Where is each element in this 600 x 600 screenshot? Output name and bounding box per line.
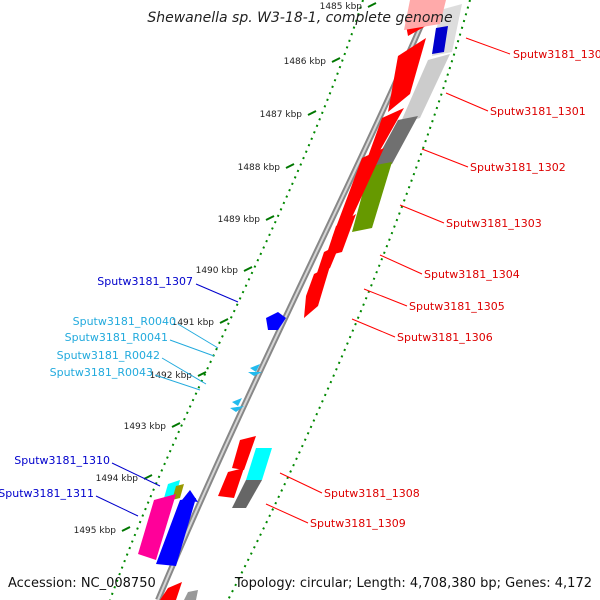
kbp-label: 1489 kbp (218, 215, 261, 225)
topology-label: Topology: circular; Length: 4,708,380 bp… (234, 576, 592, 591)
kbp-tick (307, 110, 317, 116)
right-gene-label[interactable]: Sputw3181_1302 (470, 161, 566, 174)
kbp-scale: 1485 kbp 1486 kbp 1487 kbp 1488 kbp 1489 kbp… (74, 2, 377, 536)
left-label-leader (154, 374, 201, 391)
gene-1305-arrow[interactable] (316, 244, 340, 276)
right-label-leader (279, 472, 323, 494)
left-gene-label[interactable]: Sputw3181_R0040 (73, 315, 176, 328)
left-label-leader (177, 323, 219, 349)
kbp-tick (367, 2, 377, 8)
rna-r0043[interactable] (230, 406, 244, 412)
left-label-leader (95, 495, 139, 517)
gene-bottom-red[interactable] (160, 582, 182, 600)
kbp-label: 1492 kbp (150, 371, 193, 381)
kbp-tick (121, 526, 131, 532)
left-gene-label[interactable]: Sputw3181_R0043 (50, 366, 153, 379)
right-label-leader (445, 92, 489, 112)
rna-r0042[interactable] (232, 398, 242, 406)
right-gene-label[interactable]: Sputw3181_1305 (409, 300, 505, 313)
kbp-tick (197, 371, 207, 377)
gene-1306-arrow[interactable] (304, 266, 330, 318)
kbp-label: 1485 kbp (320, 2, 363, 12)
kbp-label: 1494 kbp (96, 474, 139, 484)
kbp-label: 1495 kbp (74, 526, 117, 536)
accession-label: Accession: NC_008750 (8, 576, 156, 591)
gene-1309-gray[interactable] (232, 480, 262, 508)
right-label-leader (421, 148, 469, 168)
gene-bottom-gray[interactable] (184, 590, 198, 600)
kbp-tick (331, 57, 341, 63)
right-label-leader (399, 204, 445, 224)
left-label-leader (169, 339, 215, 357)
left-gene-label[interactable]: Sputw3181_1307 (97, 275, 193, 288)
gene-block-1302[interactable] (372, 116, 418, 168)
kbp-label: 1491 kbp (172, 318, 215, 328)
map-title: Shewanella sp. W3-18-1, complete genome (147, 10, 452, 26)
kbp-tick (219, 318, 229, 324)
kbp-label: 1486 kbp (284, 57, 327, 67)
left-gene-labels: Sputw3181_1307 Sputw3181_R0040 Sputw3181_R… (0, 275, 239, 517)
gene-1304-arrow[interactable] (326, 214, 356, 256)
right-gene-labels: Sputw3181_1300 Sputw3181_1301 Sputw3181_13… (265, 37, 600, 530)
rna-r0041[interactable] (248, 372, 262, 376)
gene-1303-arrow[interactable] (332, 148, 384, 238)
left-gene-label[interactable]: Sputw3181_R0041 (65, 331, 168, 344)
rna-r0040[interactable] (250, 364, 260, 372)
kbp-label: 1487 kbp (260, 110, 303, 120)
kbp-tick (143, 474, 153, 480)
kbp-tick (265, 215, 275, 221)
right-gene-label[interactable]: Sputw3181_1309 (310, 517, 406, 530)
kbp-tick (243, 266, 253, 272)
gene-block-1301[interactable] (400, 54, 450, 124)
right-scale-track (227, 0, 471, 600)
right-gene-label[interactable]: Sputw3181_1301 (490, 105, 586, 118)
gene-1302-arrow[interactable] (366, 108, 404, 162)
left-scale-track (109, 0, 364, 600)
left-gene-label[interactable]: Sputw3181_1310 (14, 454, 110, 467)
kbp-label: 1490 kbp (196, 266, 239, 276)
kbp-tick (171, 422, 181, 428)
right-label-leader (379, 254, 423, 275)
gene-1308-cyan[interactable] (246, 448, 272, 480)
gene-1300-pink[interactable] (404, 0, 446, 30)
gene-1311-blue[interactable] (156, 498, 196, 566)
gene-1308-red[interactable] (232, 436, 256, 470)
gene-1309-red[interactable] (218, 468, 244, 498)
left-label-leader (195, 283, 239, 303)
kbp-label: 1488 kbp (238, 163, 281, 173)
gene-1311-blue-tip[interactable] (182, 490, 198, 502)
gene-1311-magenta[interactable] (138, 494, 176, 560)
gene-block-1303[interactable] (352, 162, 392, 232)
gene-1301-arrow[interactable] (388, 38, 426, 112)
left-gene-label[interactable]: Sputw3181_1311 (0, 487, 94, 500)
kbp-label: 1493 kbp (124, 422, 167, 432)
left-label-leader (161, 357, 207, 385)
right-gene-label[interactable]: Sputw3181_1306 (397, 331, 493, 344)
right-label-leader (465, 37, 511, 55)
left-label-leader (111, 462, 161, 487)
right-gene-label[interactable]: Sputw3181_1303 (446, 217, 542, 230)
gene-1307-arrow[interactable] (266, 312, 286, 330)
right-label-leader (351, 318, 396, 338)
right-gene-label[interactable]: Sputw3181_1304 (424, 268, 520, 281)
right-label-leader (363, 288, 408, 307)
left-gene-label[interactable]: Sputw3181_R0042 (57, 349, 160, 362)
right-gene-label[interactable]: Sputw3181_1308 (324, 487, 420, 500)
right-gene-label[interactable]: Sputw3181_1300 (513, 48, 600, 61)
right-label-leader (265, 503, 309, 524)
kbp-tick (285, 163, 295, 169)
gene-block-1300-blue[interactable] (432, 26, 448, 54)
